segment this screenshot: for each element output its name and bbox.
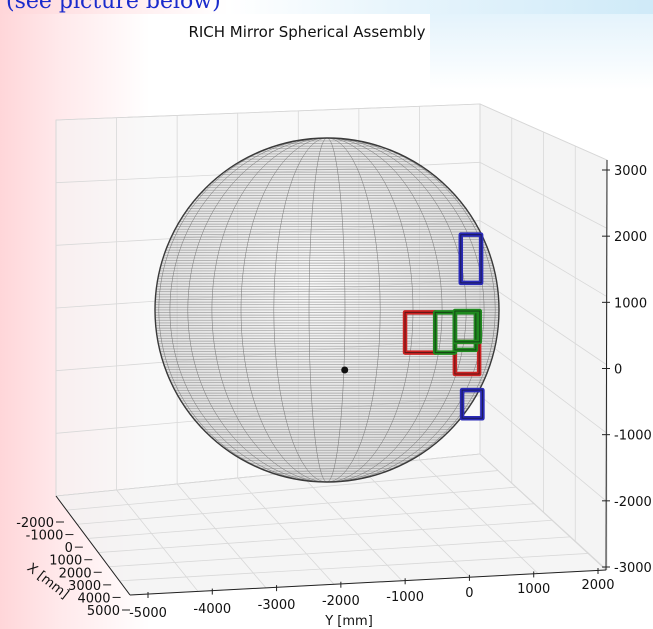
x-tick-label: 4000 bbox=[77, 591, 110, 606]
sphere-meridian bbox=[273, 138, 381, 482]
sphere-meridian bbox=[211, 138, 443, 482]
sphere-meridian bbox=[240, 138, 414, 482]
z-tick-label: 2000 bbox=[614, 230, 647, 245]
z-tick-label: 1000 bbox=[614, 296, 647, 311]
y-tick-label: 0 bbox=[465, 586, 473, 601]
sphere-wireframe bbox=[154, 137, 500, 483]
y-tick-label: -1000 bbox=[386, 590, 424, 605]
grid-line-floor bbox=[358, 465, 471, 578]
x-tick-label: -1000 bbox=[26, 529, 64, 544]
grid-line-floor-depth bbox=[87, 503, 535, 539]
grid-line-floor-depth bbox=[108, 536, 571, 568]
background-top-right-gradient bbox=[430, 0, 653, 90]
z-axis-ticks: 3000 2000 1000 0 -1000 -2000 -3000 bbox=[602, 164, 652, 576]
x-axis-line bbox=[55, 495, 131, 596]
chart-title: RICH Mirror Spherical Assembly bbox=[188, 23, 425, 41]
y-tick-label: -4000 bbox=[193, 602, 231, 617]
sphere-meridian bbox=[169, 138, 485, 482]
z-tick-label: -2000 bbox=[614, 495, 652, 510]
x-tick-label: 1000 bbox=[49, 554, 82, 569]
mirror-tile-edge bbox=[454, 310, 481, 343]
grid-line-back-horizontal bbox=[55, 103, 481, 121]
grid-line-floor bbox=[419, 459, 539, 574]
grid-line-floor bbox=[297, 471, 403, 581]
sphere-meridian bbox=[308, 138, 346, 482]
y-tick-label: 1000 bbox=[517, 582, 550, 597]
y-tick-label: 2000 bbox=[581, 578, 614, 593]
grid-line-floor-depth bbox=[66, 470, 499, 511]
sphere-latitudes bbox=[155, 138, 499, 482]
z-axis-line bbox=[605, 159, 608, 571]
x-tick-label: 0 bbox=[65, 541, 73, 556]
mirror-tile-edge bbox=[460, 234, 482, 284]
y-tick-label: -2000 bbox=[322, 594, 360, 609]
y-axis-line bbox=[129, 569, 607, 596]
caption-text: (see picture below) bbox=[6, 0, 221, 14]
grid-line-floor-depth bbox=[119, 553, 589, 582]
axes-lines bbox=[55, 159, 608, 596]
sphere-outline bbox=[154, 137, 500, 483]
z-tick-label: 3000 bbox=[614, 164, 647, 179]
y-axis-ticks: -5000 -4000 -3000 -2000 -1000 0 1000 2000 bbox=[129, 568, 615, 621]
grid-line-floor-depth bbox=[98, 519, 553, 553]
z-tick-label: 0 bbox=[614, 363, 622, 378]
y-tick-label: -3000 bbox=[258, 598, 296, 613]
x-tick-label: 5000 bbox=[87, 604, 120, 619]
grid-line-floor-depth bbox=[77, 486, 517, 525]
grid-line-floor bbox=[116, 489, 199, 592]
sphere-meridian bbox=[158, 138, 496, 482]
mirror-tiles bbox=[402, 232, 485, 421]
sphere-center-point bbox=[341, 366, 349, 374]
x-tick-label: 3000 bbox=[68, 579, 101, 594]
y-axis-label: Y [mm] bbox=[324, 614, 373, 629]
background-top-strip bbox=[0, 0, 653, 14]
y-tick-label: -5000 bbox=[129, 606, 167, 621]
mirror-tile-edge bbox=[461, 389, 483, 419]
x-tick-label: 2000 bbox=[59, 566, 92, 581]
x-tick-label: -2000 bbox=[16, 516, 54, 531]
z-tick-label: -3000 bbox=[614, 561, 652, 576]
grid-line-floor bbox=[237, 477, 335, 585]
z-tick-label: -1000 bbox=[614, 429, 652, 444]
grid-line-floor bbox=[176, 483, 267, 589]
